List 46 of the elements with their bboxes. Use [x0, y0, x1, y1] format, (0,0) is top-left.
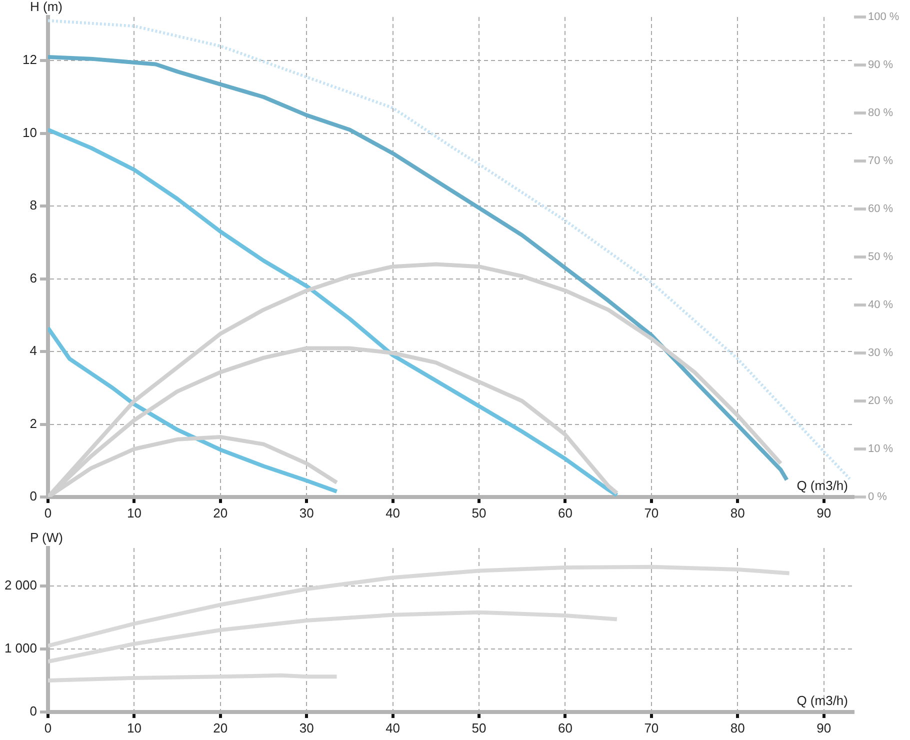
y-tick-label: 1 000: [4, 640, 37, 656]
y2-tick-label: 80 %: [868, 107, 894, 120]
y-tick-label: 0: [30, 704, 37, 719]
x-tick-label: 30: [299, 505, 314, 520]
y2-tick-label: 20 %: [868, 395, 894, 408]
x-tick-label: 50: [472, 505, 486, 520]
x-tick-label: 0: [44, 720, 52, 736]
y-tick-label: 10: [22, 124, 37, 140]
x-tick-label: 40: [386, 720, 400, 736]
y-axis-title: P (W): [30, 530, 63, 546]
y2-tick-label: 90 %: [868, 59, 894, 72]
x-tick-label: 20: [213, 505, 228, 520]
y2-tick-label: 30 %: [868, 347, 894, 360]
x-tick-label: 90: [816, 720, 832, 736]
y2-tick-label: 40 %: [868, 299, 894, 312]
x-tick-label: 70: [644, 720, 659, 736]
y-tick-label: 0: [30, 488, 37, 504]
x-tick-label: 0: [44, 505, 52, 520]
x-tick-label: 10: [126, 505, 142, 520]
y2-tick-label: 60 %: [868, 203, 894, 216]
x-tick-label: 70: [644, 505, 659, 520]
x-tick-label: 80: [730, 505, 745, 520]
y2-tick-label: 70 %: [868, 155, 894, 168]
y-tick-label: 6: [30, 270, 37, 286]
y-tick-label: 4: [30, 343, 37, 358]
x-tick-label: 30: [299, 720, 314, 736]
x-tick-label: 50: [472, 720, 486, 736]
x-axis-title: Q (m3/h): [796, 478, 848, 494]
y-tick-label: 2 000: [4, 577, 37, 592]
x-tick-label: 40: [386, 505, 400, 520]
x-tick-label: 60: [558, 720, 572, 736]
x-tick-label: 90: [816, 505, 832, 520]
x-tick-label: 20: [213, 720, 228, 736]
y-tick-label: 8: [30, 198, 37, 213]
y2-tick-label: 100 %: [868, 11, 900, 24]
y-tick-label: 2: [30, 416, 37, 431]
x-tick-label: 80: [730, 720, 745, 736]
x-tick-label: 60: [558, 505, 572, 520]
x-tick-label: 10: [126, 720, 142, 736]
line-series: [48, 19, 852, 480]
y-axis-title: H (m): [30, 0, 62, 14]
y2-tick-label: 50 %: [868, 251, 894, 264]
y-tick-label: 12: [22, 52, 37, 68]
x-axis-title: Q (m3/h): [796, 693, 848, 708]
y2-tick-label: 10 %: [868, 443, 894, 456]
y2-tick-label: 0 %: [868, 491, 888, 504]
